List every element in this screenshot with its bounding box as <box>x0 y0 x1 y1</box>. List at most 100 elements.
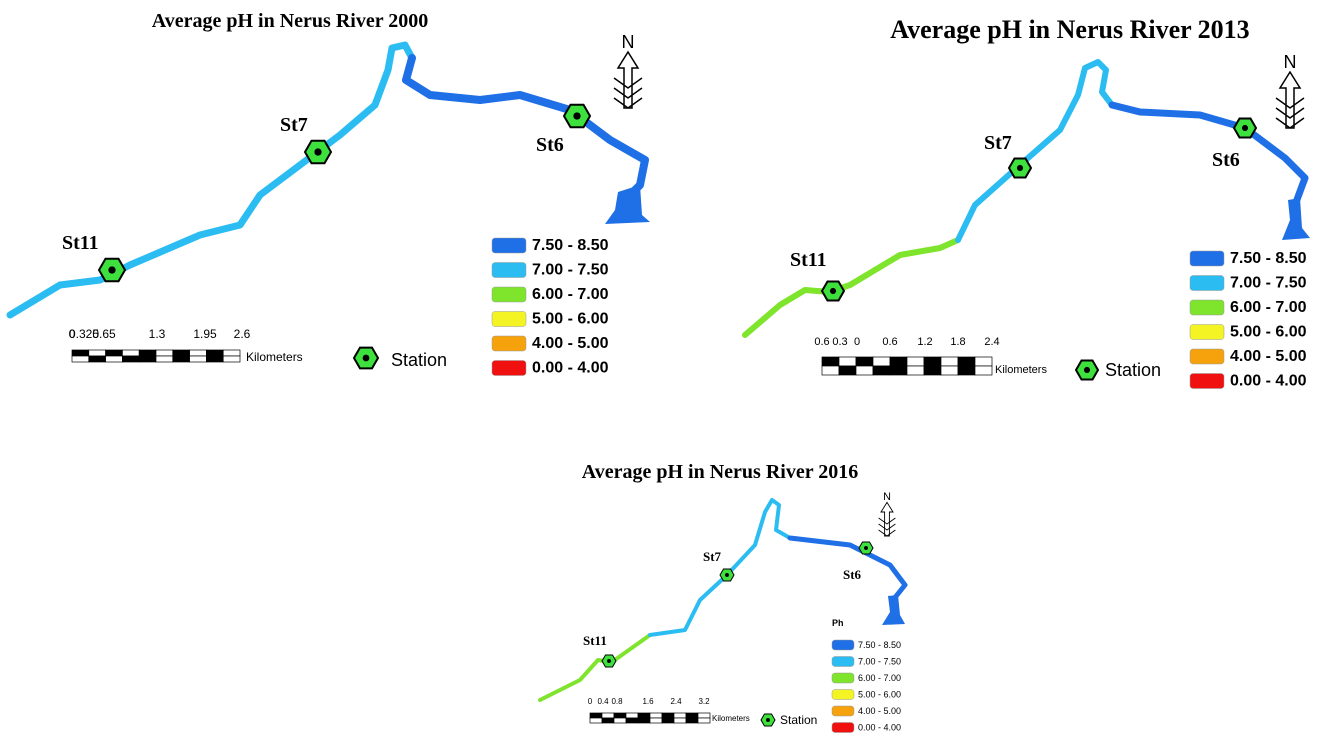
legend-swatch <box>491 262 527 278</box>
station-label: St7 <box>984 132 1012 154</box>
scale-label: 1.6 <box>642 697 654 706</box>
scale-bar <box>625 717 639 724</box>
legend-swatch <box>1189 373 1225 389</box>
scale-bar <box>872 356 891 367</box>
scale-bar <box>71 349 90 357</box>
north-arrow: N <box>613 32 643 109</box>
north-symbol <box>613 50 643 109</box>
station-marker-dot <box>314 148 322 156</box>
scale-bar <box>172 355 190 363</box>
map-title: Average pH in Nerus River 2000 <box>152 10 428 32</box>
legend-swatch <box>1189 275 1225 291</box>
legend-swatch <box>491 237 527 254</box>
river <box>402 54 649 204</box>
station-label: St11 <box>62 232 99 254</box>
station-legend-label: Station <box>1105 360 1161 380</box>
scale-bar <box>855 356 874 367</box>
river <box>1108 101 1309 209</box>
scale-bar <box>105 355 123 363</box>
scale-bar <box>697 712 711 719</box>
scale-label: 2.4 <box>670 697 682 706</box>
station-legend-marker-dot <box>362 354 370 362</box>
north-label: N <box>883 491 891 503</box>
scale-bar <box>697 717 711 724</box>
station-legend-marker-dot <box>1083 366 1091 374</box>
map-title: Average pH in Nerus River 2013 <box>890 15 1249 44</box>
scale-bar <box>940 356 959 367</box>
legend-label: 7.50 - 8.50 <box>858 640 901 650</box>
station-label: St7 <box>280 114 308 136</box>
scale-bar <box>222 349 241 357</box>
scale-bar <box>625 712 639 719</box>
scale-label: 1.8 <box>950 336 965 348</box>
scale-bar <box>71 355 90 363</box>
station-legend-label: Station <box>391 350 447 370</box>
scale-bar <box>589 712 603 719</box>
station-marker-dot <box>1016 164 1024 172</box>
legend-swatch <box>1189 299 1225 316</box>
scale-label: 1.3 <box>149 327 166 341</box>
station-label: St7 <box>703 549 722 564</box>
scale-bar <box>122 349 140 357</box>
scale-bar <box>172 349 190 357</box>
scale-bar <box>138 349 157 357</box>
station-marker-dot <box>829 287 837 295</box>
legend-swatch <box>1189 348 1225 365</box>
scale-bar <box>637 717 651 724</box>
map-title: Average pH in Nerus River 2016 <box>582 461 858 483</box>
station-marker-dot <box>108 266 116 274</box>
scale-label: 2.4 <box>984 336 999 348</box>
legend-label: 7.00 - 7.50 <box>532 262 609 279</box>
scale-bar <box>601 712 615 719</box>
scale-label: 1.2 <box>917 336 932 348</box>
scale-bar <box>906 365 925 376</box>
scale-bar <box>122 355 140 363</box>
station-label: St11 <box>583 633 607 648</box>
scale-bar <box>821 365 840 376</box>
station-legend-marker-dot <box>766 718 770 722</box>
scale-bar <box>649 717 663 724</box>
scale-bar <box>105 349 123 357</box>
scale-bar <box>613 712 627 719</box>
legend-label: 4.00 - 5.00 <box>858 706 901 716</box>
scale-label: 0 <box>588 697 593 706</box>
scale-bar <box>974 356 993 367</box>
scale-bar <box>673 712 687 719</box>
scale-bar <box>940 365 959 376</box>
north-symbol <box>878 501 896 537</box>
scale-bar <box>589 717 603 724</box>
legend-label: 6.00 - 7.00 <box>532 286 609 303</box>
scale-bar <box>889 356 908 367</box>
station-marker-dot <box>1241 124 1249 132</box>
legend-label: 0.00 - 4.00 <box>532 360 609 377</box>
scale-bar <box>957 356 976 367</box>
legend-label: 5.00 - 6.00 <box>1230 324 1307 341</box>
legend-label: 4.00 - 5.00 <box>1230 348 1307 365</box>
scale-bar <box>206 355 224 363</box>
legend-swatch <box>1189 324 1225 340</box>
scale-unit: Kilometers <box>246 350 303 364</box>
river <box>742 237 961 338</box>
scale-bar <box>189 349 207 357</box>
north-symbol <box>1275 70 1305 129</box>
scale-bar <box>923 365 942 376</box>
scale-bar <box>855 365 874 376</box>
scale-label: 0.65 <box>92 327 116 341</box>
north-arrow: N <box>1275 52 1305 129</box>
legend-label: 0.00 - 4.00 <box>1230 373 1307 390</box>
legend-swatch <box>491 311 527 327</box>
river <box>6 41 416 319</box>
scale-label: 3.2 <box>698 697 710 706</box>
scale-bar <box>637 712 651 719</box>
scale-bar <box>685 717 699 724</box>
scale-bar <box>673 717 687 724</box>
scale-bar <box>889 365 908 376</box>
scale-label: 1.95 <box>193 327 217 341</box>
legend-label: 7.50 - 8.50 <box>1230 250 1307 267</box>
scale-label: 0.3 <box>832 336 847 348</box>
legend-label: 0.00 - 4.00 <box>858 723 901 733</box>
scale-label: 0.325 <box>69 327 99 341</box>
scale-bar <box>685 712 699 719</box>
legend-swatch <box>831 705 855 717</box>
legend-swatch <box>491 286 527 303</box>
